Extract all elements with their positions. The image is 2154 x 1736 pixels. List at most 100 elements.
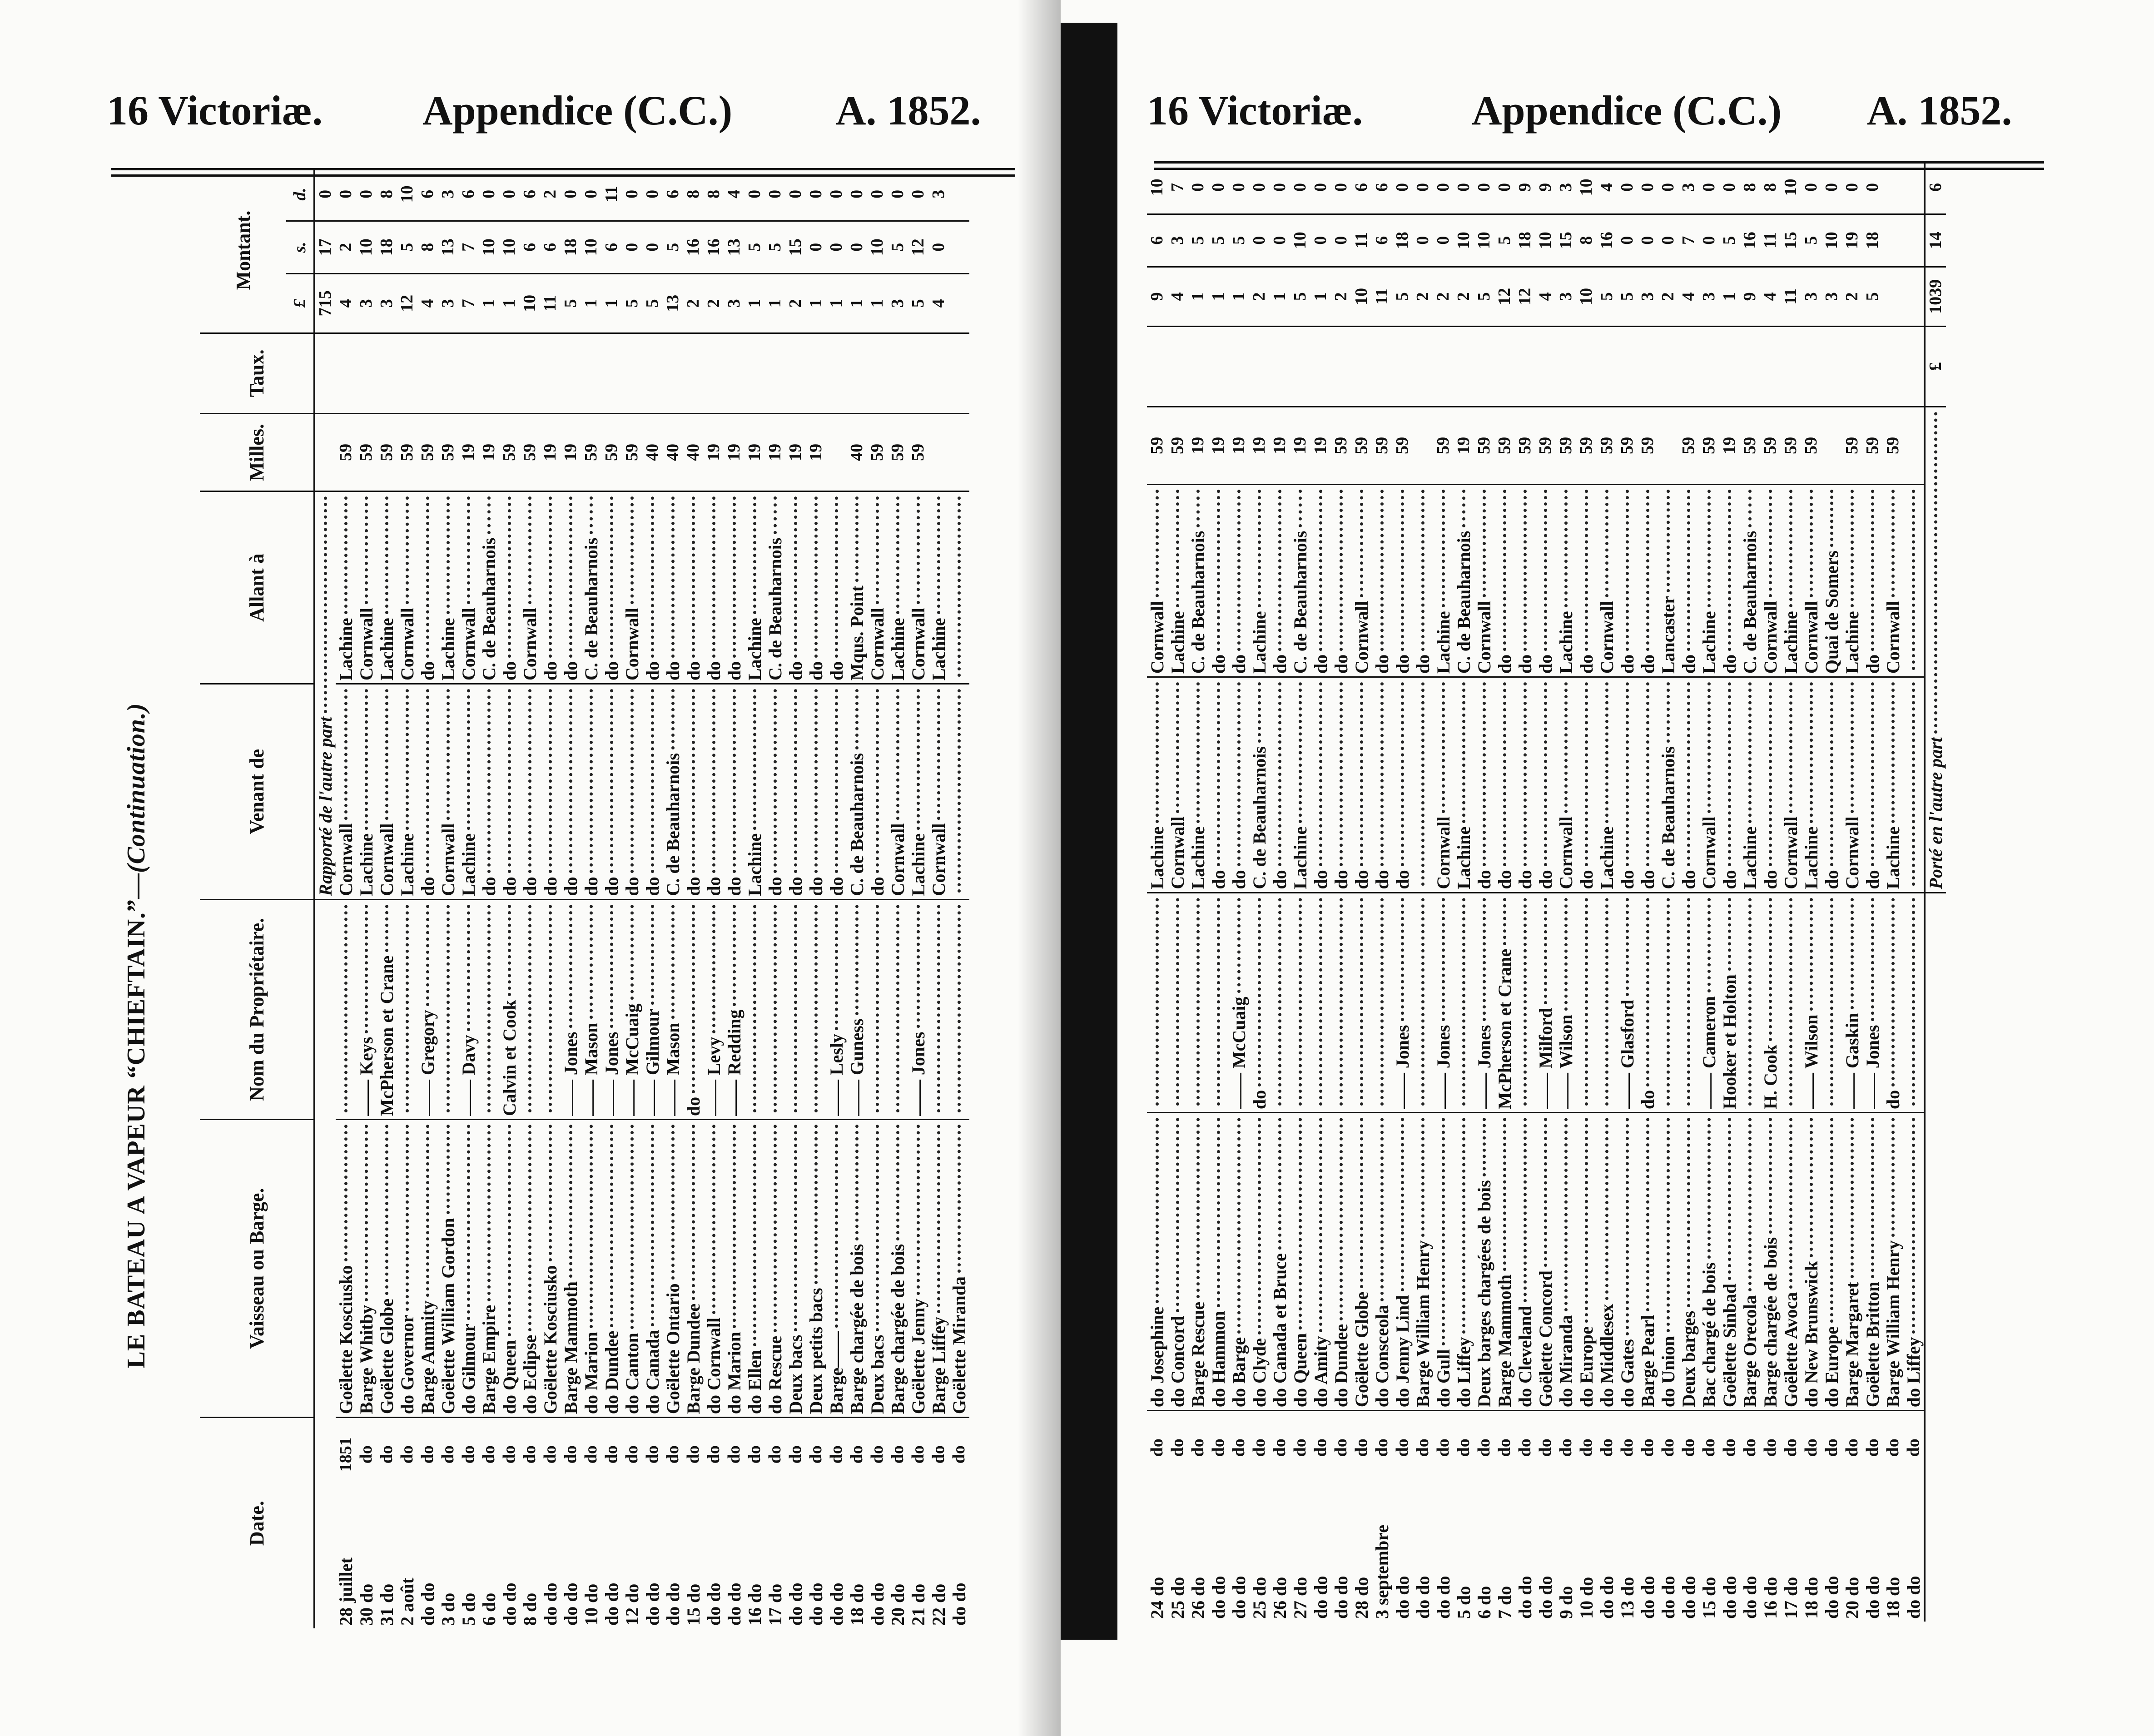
cell-from: do	[826, 684, 847, 900]
cell-date: 15 do	[683, 1583, 704, 1626]
cell-shillings: 6	[1147, 214, 1167, 267]
cell-text: Cornwall	[1351, 601, 1372, 674]
cell-date: 12 do	[622, 1583, 642, 1626]
cell-shillings: 2	[336, 221, 356, 274]
cell-pence: 0	[1310, 161, 1331, 214]
cell-owner	[1576, 893, 1597, 1113]
cell-text: Lachine	[928, 618, 949, 681]
cell-miles: 40	[683, 413, 704, 491]
cell-vessel: Deux bacs	[867, 1119, 888, 1418]
cell-from: do	[622, 684, 642, 900]
ledger-row: 26 do do Barge Rescue Lachine C. de Beauharn…	[1188, 161, 1208, 1622]
cell-pence: 0	[1290, 161, 1310, 214]
cell-miles	[1821, 407, 1842, 485]
cell-rate	[1372, 326, 1392, 407]
cell-text: Cornwall	[458, 608, 479, 681]
cell-text: Cornwall	[1433, 816, 1454, 889]
ledger-row: 31 do do Goëlette Globe McPherson et Crane C…	[377, 168, 397, 1628]
cell-rate	[561, 333, 581, 414]
cell-text: Cornwall	[1597, 601, 1617, 674]
cell-to: Cornwall	[520, 491, 540, 684]
cell-vessel: Goëlette Jenny	[908, 1119, 928, 1418]
cell-date: 20 do	[1842, 1577, 1862, 1619]
cell-miles: 59	[1535, 407, 1556, 485]
cell-pence: 9	[1515, 161, 1535, 214]
appendix-label: Appendice (C.C.)	[422, 87, 733, 134]
cell-text: Barge Rescue	[1188, 1302, 1208, 1408]
cell-year: do	[1434, 1438, 1453, 1457]
cell-shillings: 7	[458, 221, 479, 274]
cell-rate	[1515, 326, 1535, 407]
cell-text: do Gates	[1617, 1339, 1638, 1408]
cell-text: Barge William Henry	[1883, 1240, 1903, 1408]
cell-rate	[1576, 326, 1597, 407]
cell-vessel: do Europe	[1576, 1112, 1597, 1411]
cell-year: do	[765, 1445, 784, 1464]
cell-text: Cornwall	[867, 608, 888, 681]
cell-text: Lachine	[336, 618, 356, 681]
cell-rate	[744, 333, 765, 414]
ledger-row: do do do Goëlette Britton —— Jones do do 59 5 18…	[1862, 161, 1883, 1622]
cell-text: C. de Beauharnois	[581, 537, 601, 681]
cell-text: C. de Beauharnois	[847, 753, 867, 896]
cell-text: do	[417, 877, 438, 896]
cell-pounds: 3	[356, 273, 377, 333]
cell-owner: —— Cameron	[1699, 893, 1719, 1113]
cell-from: do	[1760, 677, 1781, 893]
cell-text: do Miranda	[1556, 1314, 1576, 1408]
cell-pounds: 12	[1494, 267, 1515, 327]
cell-shillings: 8	[1576, 214, 1597, 267]
cell-text: do Josephine	[1147, 1307, 1167, 1408]
appendix-label: Appendice (C.C.)	[1472, 87, 1782, 134]
cell-text: do	[1413, 654, 1433, 674]
year-label: A. 1852.	[1867, 87, 2012, 134]
total-pounds: 1039	[1925, 267, 1946, 327]
cell-to: do	[601, 491, 622, 684]
cell-text: do Dundee	[601, 1330, 622, 1414]
cell-from: do	[1862, 677, 1883, 893]
cell-to: Lachine	[1249, 484, 1270, 677]
cell-date: do do	[540, 1582, 561, 1626]
cell-miles: 59	[1392, 407, 1413, 485]
cell-text: Mqus. Point	[847, 585, 867, 681]
cell-date: do do	[1862, 1576, 1883, 1619]
ledger-row: do do do do Marion —— Redding do do 19 3 13 4	[724, 168, 744, 1628]
cell-pounds: 2	[683, 273, 704, 333]
cell-rate	[1351, 326, 1372, 407]
cell-vessel: do Canada et Bruce	[1270, 1112, 1290, 1411]
cell-pounds: 12	[1515, 267, 1535, 327]
cell-to: C. de Beauharnois	[1290, 484, 1310, 677]
cell-pounds: 2	[1249, 267, 1270, 327]
cell-text: do	[1208, 870, 1229, 889]
cell-text: do Europe	[1576, 1326, 1597, 1408]
ledger-row: do do do Goëlette Concord —— Milford do do 59 4…	[1535, 161, 1556, 1622]
cell-date: 6 do	[479, 1592, 499, 1626]
ledger-row: 6 do do Barge Empire do C. de Beauharnois 19 1…	[479, 168, 499, 1628]
cell-vessel: Goëlette Miranda	[949, 1119, 969, 1418]
ledger-row: do do do Barge Ammity —— Gregory do do 59 4 8 6	[417, 168, 438, 1628]
cell-from	[949, 684, 969, 900]
cell-text: do	[724, 877, 744, 896]
cell-to: do	[1719, 484, 1740, 677]
cell-vessel: Barge Mammoth	[1494, 1112, 1515, 1411]
cell-text: do Concord	[1167, 1316, 1188, 1408]
cell-date: 9 do	[1556, 1586, 1576, 1619]
cell-text: Barge William Henry	[1413, 1240, 1433, 1408]
cell-rate	[1760, 326, 1781, 407]
cell-vessel: do Hammon	[1208, 1112, 1229, 1411]
cell-miles: 40	[642, 413, 663, 491]
ledger-row: do do do Goëlette Miranda	[949, 168, 969, 1628]
ledger-row: 28 do do Goëlette Globe do Cornwall 59 10 11 6	[1351, 161, 1372, 1622]
cell-pounds: 3	[377, 273, 397, 333]
cell-owner	[1331, 893, 1351, 1113]
cell-year: do	[459, 1445, 478, 1464]
cell-rate	[499, 333, 520, 414]
cell-rate	[520, 333, 540, 414]
cell-pounds: 1	[499, 273, 520, 333]
cell-from: do	[1310, 677, 1331, 893]
ledger-row: 26 do do do Canada et Bruce do do 19 1 0 0	[1270, 161, 1290, 1622]
cell-pounds: 2	[1842, 267, 1862, 327]
cell-text: —— Jones	[908, 1032, 928, 1116]
cell-pence: 0	[356, 168, 377, 221]
carried-pounds: 715	[314, 273, 336, 333]
